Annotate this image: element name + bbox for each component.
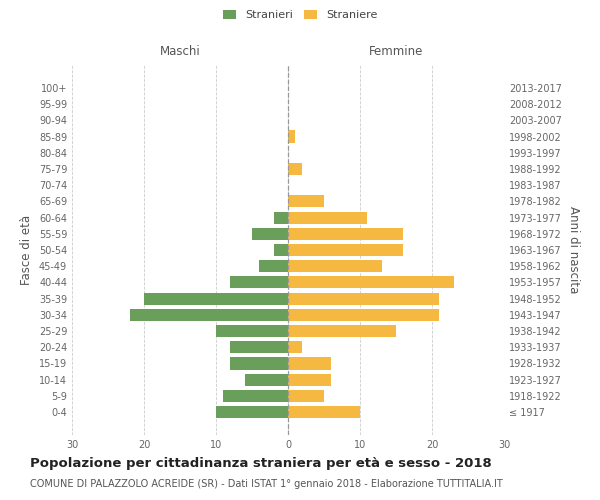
Bar [274,212,288,224]
Bar [288,325,396,337]
Legend: Stranieri, Straniere: Stranieri, Straniere [218,6,382,25]
Bar [130,309,288,321]
Text: Maschi: Maschi [160,44,200,58]
Bar [245,374,288,386]
Bar [288,196,324,207]
Bar [216,406,288,418]
Y-axis label: Fasce di età: Fasce di età [20,215,33,285]
Bar [288,260,382,272]
Bar [288,358,331,370]
Bar [144,292,288,304]
Bar [288,244,403,256]
Bar [230,341,288,353]
Bar [230,276,288,288]
Bar [288,276,454,288]
Bar [216,325,288,337]
Bar [288,406,360,418]
Text: Popolazione per cittadinanza straniera per età e sesso - 2018: Popolazione per cittadinanza straniera p… [30,458,492,470]
Bar [230,358,288,370]
Bar [288,390,324,402]
Bar [223,390,288,402]
Bar [288,292,439,304]
Bar [259,260,288,272]
Bar [288,163,302,175]
Bar [288,228,403,240]
Bar [274,244,288,256]
Text: Femmine: Femmine [369,44,423,58]
Y-axis label: Anni di nascita: Anni di nascita [567,206,580,294]
Bar [288,374,331,386]
Bar [288,341,302,353]
Bar [288,309,439,321]
Bar [252,228,288,240]
Bar [288,130,295,142]
Bar [288,212,367,224]
Text: COMUNE DI PALAZZOLO ACREIDE (SR) - Dati ISTAT 1° gennaio 2018 - Elaborazione TUT: COMUNE DI PALAZZOLO ACREIDE (SR) - Dati … [30,479,503,489]
